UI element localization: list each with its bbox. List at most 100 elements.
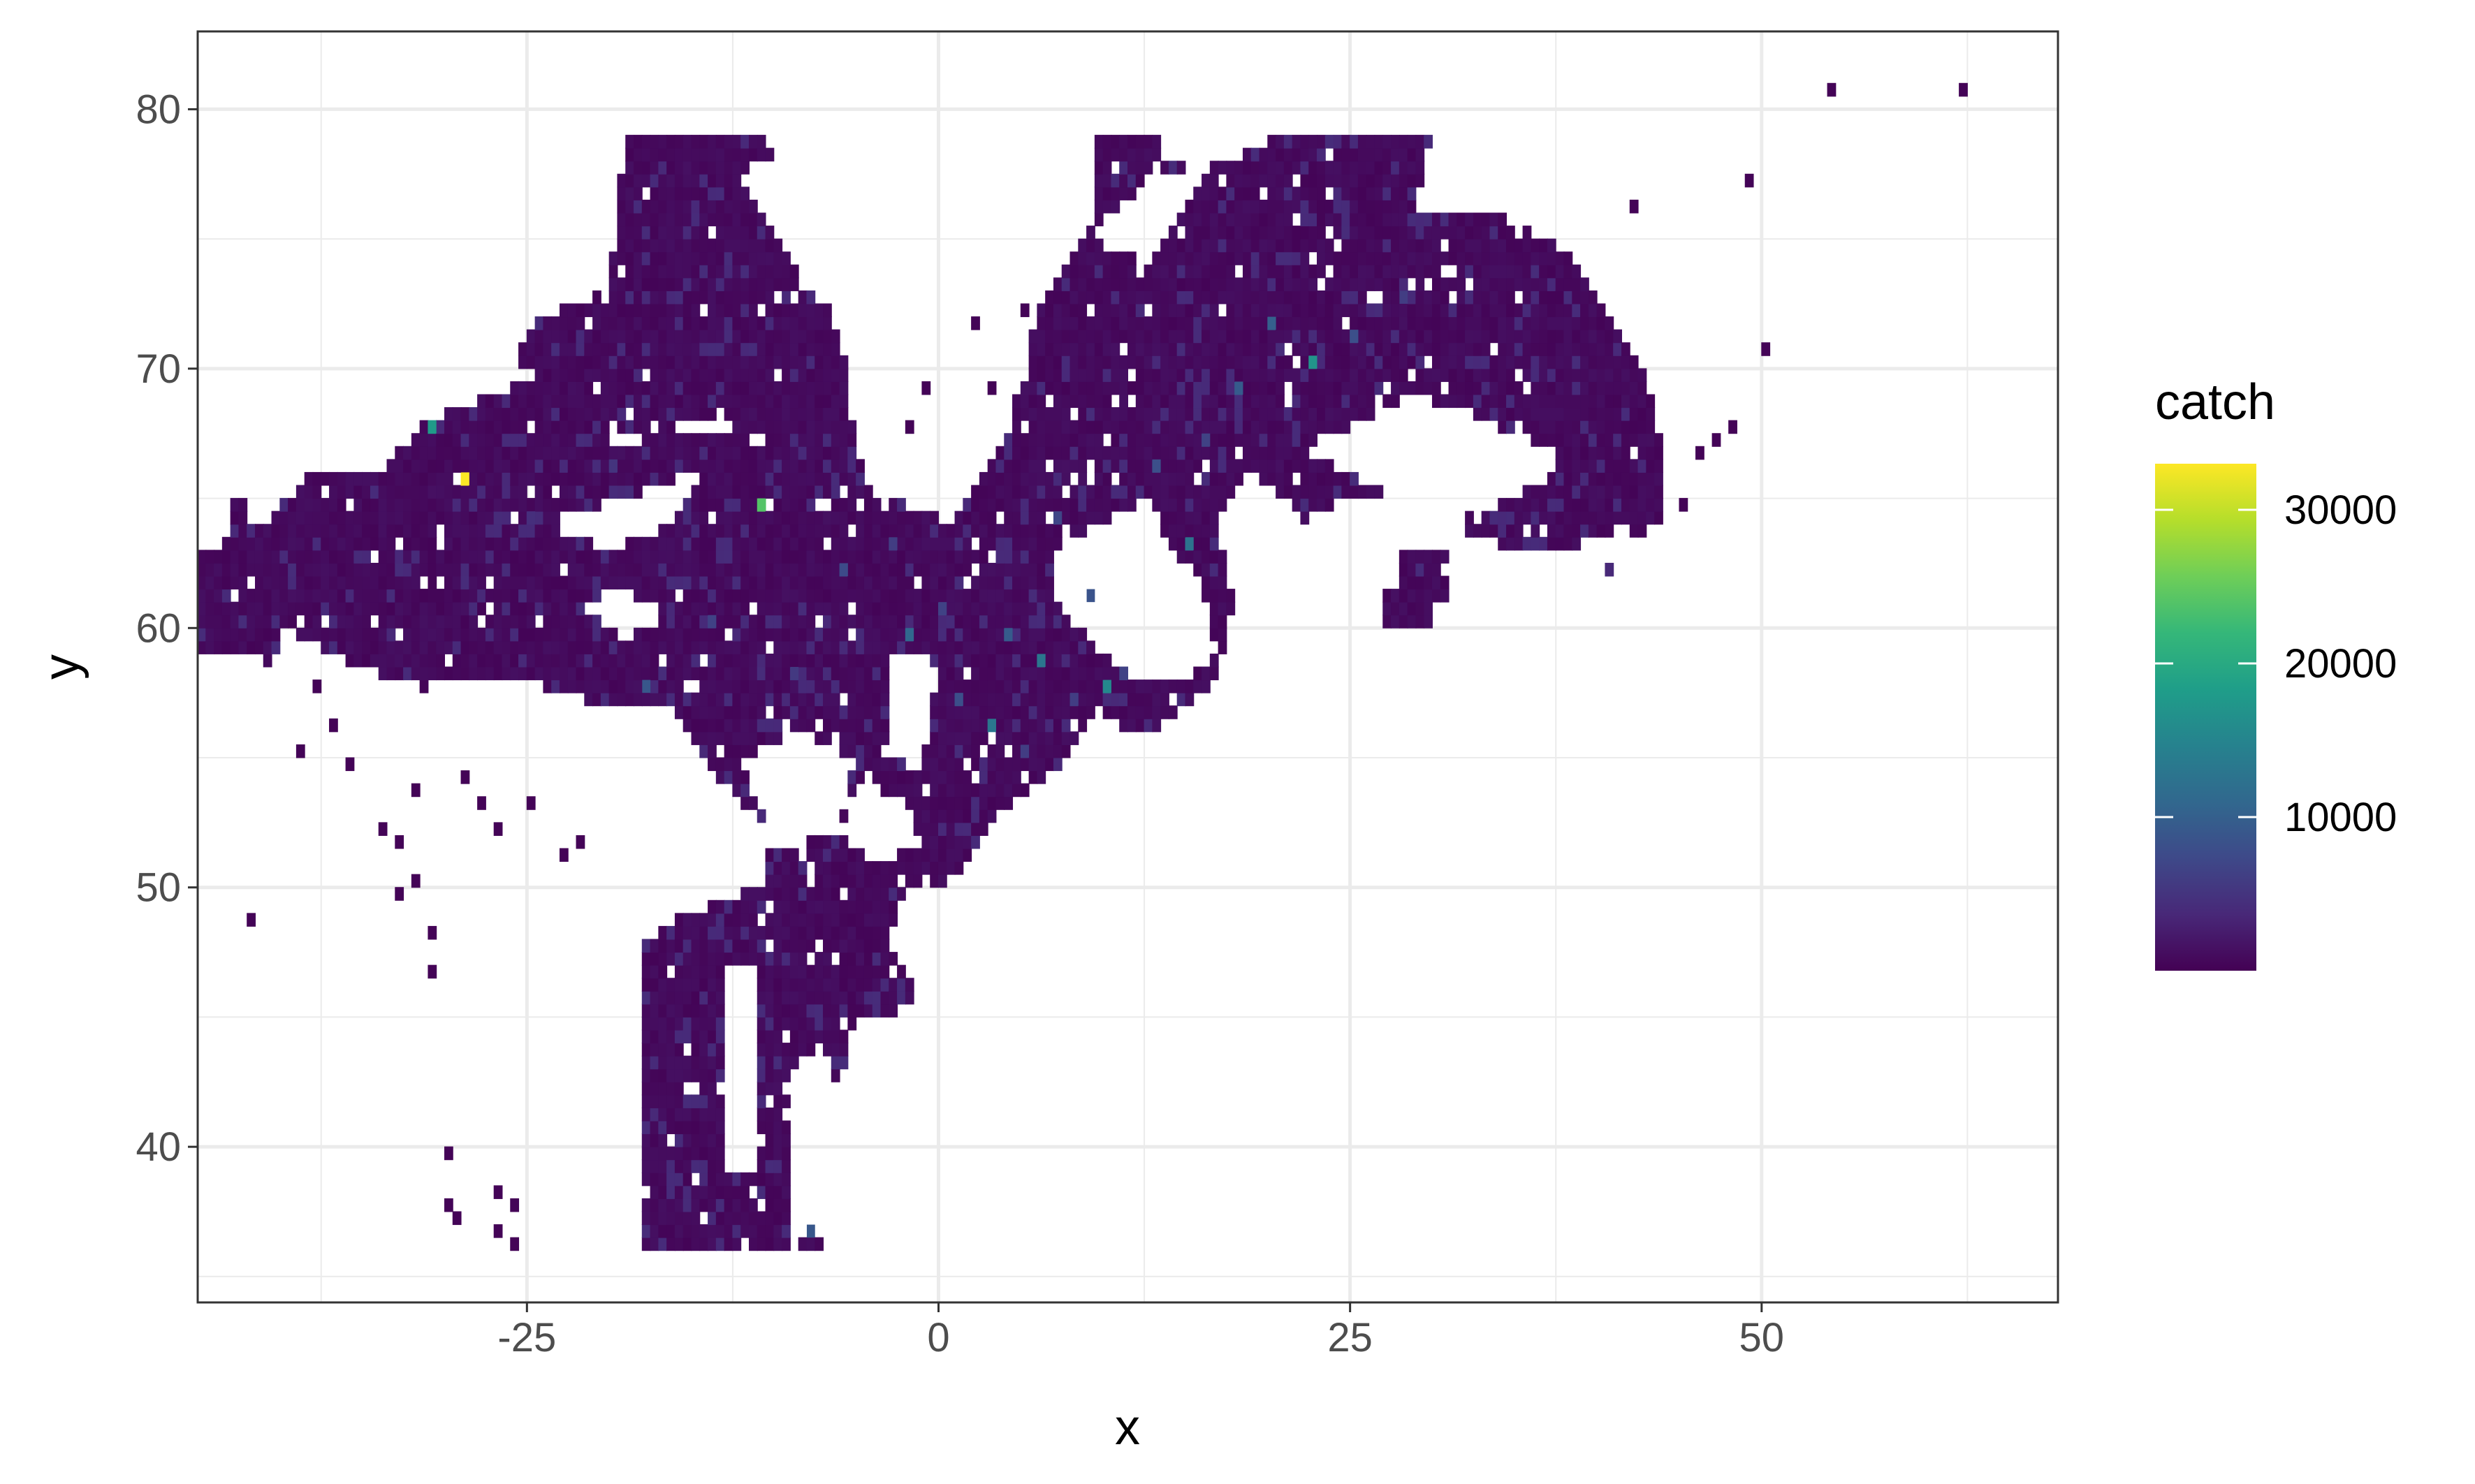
- heat-cell: [921, 562, 931, 577]
- heat-cell: [600, 368, 610, 382]
- heat-cell: [1539, 381, 1548, 395]
- heat-cell: [477, 446, 486, 460]
- heat-cell: [872, 952, 882, 966]
- heat-cell: [1176, 433, 1186, 447]
- heat-cell: [1127, 161, 1137, 175]
- heat-cell: [452, 420, 462, 434]
- heat-cell: [699, 536, 709, 551]
- heat-cell: [1218, 601, 1227, 616]
- heat-cell: [641, 536, 651, 551]
- heat-cell: [1259, 199, 1269, 214]
- heat-cell: [724, 666, 733, 681]
- heat-cell: [863, 562, 873, 577]
- heat-cell: [1391, 147, 1400, 162]
- heat-cell: [353, 562, 363, 577]
- heat-cell: [765, 848, 775, 862]
- heat-cell: [715, 770, 725, 784]
- heat-cell: [1185, 446, 1195, 460]
- heat-cell: [666, 1043, 676, 1057]
- heat-cell: [1020, 640, 1030, 654]
- heat-cell: [773, 471, 783, 486]
- heat-cell: [856, 964, 865, 979]
- heat-cell: [708, 1004, 717, 1018]
- heat-cell: [1127, 446, 1137, 460]
- heat-cell: [863, 589, 873, 603]
- heat-cell: [378, 510, 388, 525]
- heat-cell: [1226, 173, 1236, 188]
- heat-cell: [304, 510, 314, 525]
- heat-cell: [584, 692, 594, 707]
- heat-cell: [1605, 433, 1614, 447]
- heat-cell: [1094, 420, 1104, 434]
- heat-cell: [460, 575, 470, 590]
- heat-cell: [724, 251, 733, 265]
- heat-cell: [1111, 303, 1120, 318]
- heat-cell: [682, 705, 692, 719]
- heat-cell: [1399, 173, 1408, 188]
- heat-cell: [913, 809, 923, 823]
- heat-cell: [419, 601, 429, 616]
- heat-cell: [1202, 498, 1211, 512]
- heat-cell: [1069, 485, 1079, 499]
- heat-cell: [1522, 342, 1532, 356]
- heat-cell: [337, 601, 346, 616]
- heat-cell: [600, 394, 610, 409]
- heat-cell: [1037, 368, 1046, 382]
- heat-cell: [1209, 653, 1219, 668]
- heat-cell: [1037, 471, 1046, 486]
- heat-cell: [617, 355, 627, 369]
- heat-cell: [1078, 407, 1088, 421]
- heat-cell: [1020, 536, 1030, 551]
- heat-cell: [362, 498, 371, 512]
- heat-cell: [1028, 524, 1038, 538]
- heat-cell: [682, 1172, 692, 1187]
- heat-cell: [353, 653, 363, 668]
- heat-cell: [1366, 485, 1375, 499]
- heat-cell: [592, 329, 601, 344]
- heat-cell: [691, 589, 701, 603]
- heat-cell: [641, 562, 651, 577]
- heat-cell: [1045, 589, 1054, 603]
- heat-cell: [921, 627, 931, 642]
- heat-cell: [1572, 368, 1582, 382]
- heat-cell: [197, 601, 207, 616]
- heat-cell: [214, 589, 223, 603]
- heat-cell: [971, 822, 980, 836]
- heat-cell: [831, 589, 840, 603]
- heat-cell: [502, 640, 511, 654]
- heat-cell: [1202, 536, 1211, 551]
- heat-cell: [954, 653, 964, 668]
- heat-cell: [682, 939, 692, 953]
- heat-cell: [863, 887, 873, 901]
- heat-cell: [757, 1004, 766, 1018]
- heat-cell: [1069, 381, 1079, 395]
- heat-cell: [1292, 135, 1301, 149]
- heat-cell: [1094, 485, 1104, 499]
- heat-cell: [1086, 498, 1095, 512]
- heat-cell: [1086, 251, 1095, 265]
- heat-cell: [732, 381, 742, 395]
- heat-cell: [1605, 446, 1614, 460]
- heat-cell: [543, 407, 553, 421]
- heat-cell: [1135, 135, 1145, 149]
- heat-cell: [946, 679, 956, 693]
- heat-cell: [971, 615, 980, 629]
- heat-cell: [1004, 498, 1014, 512]
- heat-cell: [1350, 161, 1359, 175]
- heat-cell: [469, 498, 479, 512]
- heat-cell: [1218, 355, 1227, 369]
- heat-cell: [658, 199, 668, 214]
- heat-cell: [682, 990, 692, 1005]
- heat-cell: [337, 615, 346, 629]
- heat-cell: [798, 290, 808, 304]
- heat-cell: [600, 303, 610, 318]
- heat-cell: [715, 199, 725, 214]
- heat-cell: [1621, 498, 1630, 512]
- heat-cell: [1333, 186, 1343, 200]
- heat-cell: [863, 939, 873, 953]
- heat-cell: [1218, 316, 1227, 330]
- heat-cell: [1045, 615, 1054, 629]
- heat-cell: [798, 420, 808, 434]
- heat-cell: [288, 562, 297, 577]
- heat-cell: [1152, 433, 1162, 447]
